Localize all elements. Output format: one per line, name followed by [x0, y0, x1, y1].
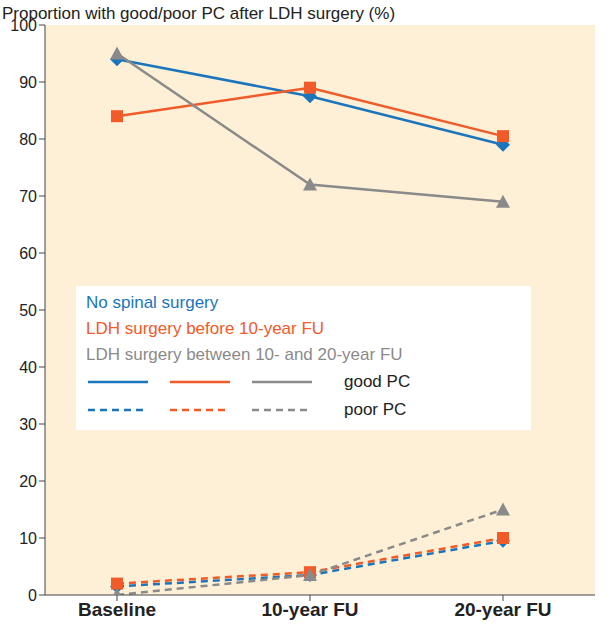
svg-text:70: 70 [19, 188, 37, 205]
svg-text:50: 50 [19, 302, 37, 319]
svg-text:40: 40 [19, 359, 37, 376]
svg-text:20-year FU: 20-year FU [454, 599, 551, 620]
svg-text:60: 60 [19, 245, 37, 262]
svg-text:Baseline: Baseline [78, 599, 156, 620]
svg-text:10: 10 [19, 530, 37, 547]
svg-text:90: 90 [19, 74, 37, 91]
svg-text:80: 80 [19, 131, 37, 148]
svg-text:0: 0 [28, 587, 37, 604]
svg-text:30: 30 [19, 416, 37, 433]
svg-text:20: 20 [19, 473, 37, 490]
svg-text:100: 100 [10, 17, 37, 34]
svg-text:10-year FU: 10-year FU [261, 599, 358, 620]
